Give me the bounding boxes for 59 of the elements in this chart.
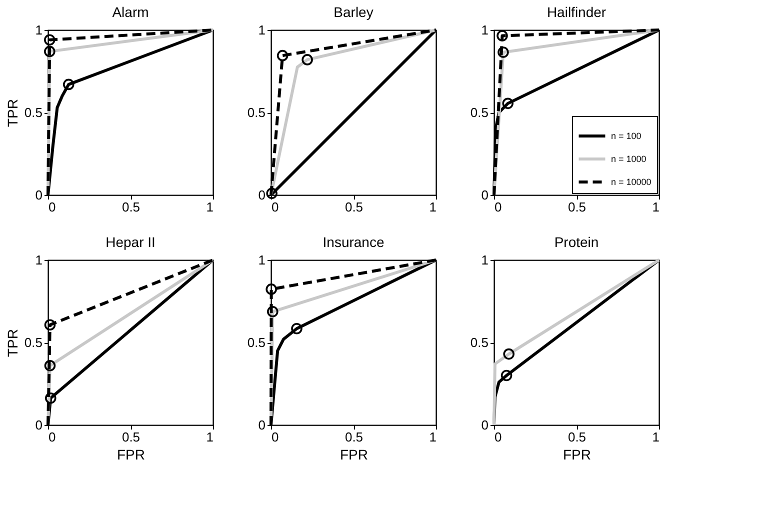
x-tick-label: 1 <box>652 200 660 214</box>
y-tick-label: 0.5 <box>24 335 42 350</box>
x-tick-label: 0.5 <box>568 430 586 444</box>
y-tick-label: 0.5 <box>470 105 488 120</box>
x-tick-label: 0 <box>494 200 502 214</box>
point <box>44 34 56 46</box>
y-tick-label: 0 <box>258 418 266 432</box>
x-tick-label: 0 <box>48 430 56 444</box>
chart-title: Protein <box>554 234 599 250</box>
y-tick-label: 0.5 <box>24 105 42 120</box>
y-tick-label: 1 <box>35 22 42 38</box>
point <box>266 284 277 295</box>
x-axis-title: FPR <box>340 446 368 462</box>
y-tick-label: 0 <box>481 418 488 432</box>
y-axis-title: TPR <box>4 99 20 127</box>
x-tick-label: 0.5 <box>344 430 364 444</box>
y-tick-label: 0 <box>481 188 488 202</box>
x-tick-label: 0 <box>494 430 502 444</box>
y-tick-label: 0.5 <box>247 105 266 120</box>
legend-label: n = 1000 <box>611 154 646 164</box>
point <box>62 78 74 90</box>
x-tick-label: 1 <box>206 430 214 444</box>
y-axis-title: TPR <box>4 329 20 357</box>
x-tick-label: 0.5 <box>568 200 586 214</box>
x-tick-label: 0.5 <box>122 430 140 444</box>
y-tick-label: 1 <box>35 252 42 268</box>
y-tick-label: 1 <box>258 22 266 38</box>
x-tick-label: 1 <box>652 430 660 444</box>
x-axis-title: FPR <box>117 446 145 462</box>
chart-title: Alarm <box>112 4 149 20</box>
point <box>267 306 278 318</box>
x-tick-label: 0 <box>272 200 279 214</box>
y-tick-label: 0.5 <box>247 335 266 350</box>
x-tick-label: 0 <box>48 200 56 214</box>
x-tick-label: 1 <box>206 200 214 214</box>
y-tick-label: 1 <box>258 252 266 268</box>
point <box>266 188 278 199</box>
x-tick-label: 1 <box>429 200 436 214</box>
y-tick-label: 0 <box>35 418 42 432</box>
x-tick-label: 0.5 <box>122 200 140 214</box>
y-tick-label: 1 <box>481 22 488 38</box>
x-tick-label: 1 <box>429 430 436 444</box>
y-tick-label: 0 <box>258 188 266 202</box>
legend-label: n = 10000 <box>611 177 652 187</box>
point <box>302 54 313 66</box>
chart-title: Barley <box>334 4 374 20</box>
x-axis-title: FPR <box>563 446 591 462</box>
point <box>276 50 288 62</box>
chart-title: Insurance <box>322 234 384 250</box>
legend-label: n = 100 <box>611 131 642 141</box>
point <box>291 323 302 334</box>
y-tick-label: 1 <box>481 252 488 268</box>
y-tick-label: 0 <box>35 188 42 202</box>
chart-title: Hepar II <box>106 234 156 250</box>
x-tick-label: 0 <box>272 430 279 444</box>
chart-title: Hailfinder <box>546 4 606 20</box>
x-tick-label: 0.5 <box>344 200 364 214</box>
point <box>44 46 56 58</box>
y-tick-label: 0.5 <box>470 335 488 350</box>
